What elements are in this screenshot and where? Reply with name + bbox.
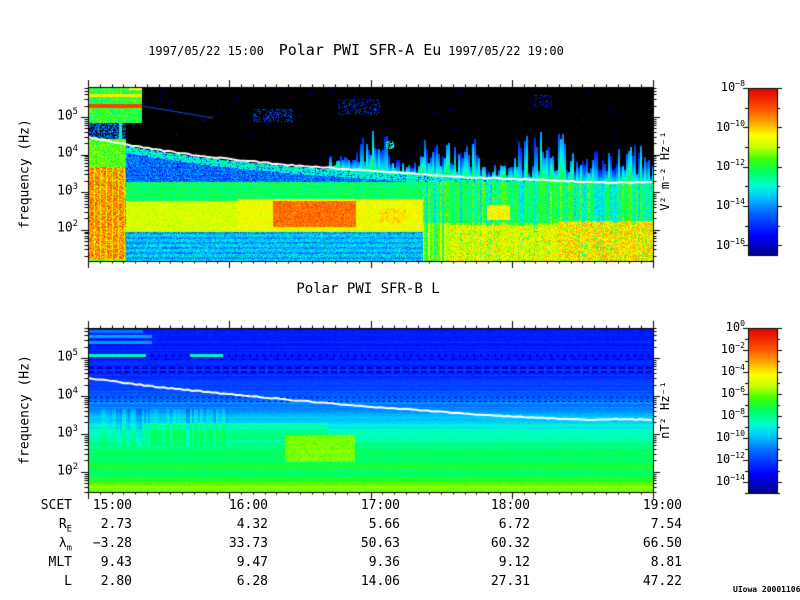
row-label: λm: [58, 536, 72, 554]
cell: 18:00: [490, 498, 530, 513]
page-title: Polar PWI SFR-A Eu: [278, 41, 442, 59]
cell: 9.12: [498, 555, 530, 570]
cell: 50.63: [360, 536, 400, 551]
tick-label: 105: [57, 348, 78, 365]
row-label: MLT: [48, 555, 72, 570]
cell: 27.31: [490, 574, 530, 589]
tick-label: 102: [57, 462, 78, 479]
row-label: L: [64, 574, 72, 589]
table-row: λm −3.28 33.73 50.63 60.32 66.50: [0, 534, 800, 554]
tick-label: 104: [57, 386, 78, 403]
cell: 19:00: [642, 498, 682, 513]
cell: 16:00: [228, 498, 268, 513]
panel-b-title: Polar PWI SFR-B L: [296, 281, 440, 297]
tick-label: 10−6: [720, 384, 745, 400]
table-row: L 2.80 6.28 14.06 27.31 47.22: [0, 572, 800, 591]
tick-label: 10−4: [720, 362, 745, 378]
tick-label: 10−16: [715, 236, 745, 252]
colorbar-unit-sfr-a: V² m⁻² Hz⁻¹: [658, 131, 672, 211]
row-label: RE: [58, 517, 72, 535]
start-time-label: 1997/05/22 15:00: [148, 44, 264, 58]
cell: 9.36: [368, 555, 400, 570]
tick-label: 10−10: [715, 118, 745, 134]
tick-label: 10−12: [715, 450, 745, 466]
tick-label: 103: [57, 424, 78, 441]
cell: 7.54: [650, 517, 682, 532]
credit-label: UIowa 20001106: [733, 585, 800, 594]
cell: 14.06: [360, 574, 400, 589]
cell: 6.28: [236, 574, 268, 589]
cell: 33.73: [228, 536, 268, 551]
cell: 17:00: [360, 498, 400, 513]
y-axis-label-sfr-a: frequency (Hz): [17, 119, 33, 229]
cell: 9.43: [100, 555, 132, 570]
cell: 2.73: [100, 517, 132, 532]
tick-label: 10−12: [715, 157, 745, 173]
tick-label: 100: [725, 318, 745, 334]
tick-label: 10−14: [715, 196, 745, 212]
colorbar-unit-sfr-b: nT² Hz⁻¹: [658, 381, 672, 439]
table-row: SCET 15:00 16:00 17:00 18:00 19:00: [0, 496, 800, 515]
end-time-label: 1997/05/22 19:00: [448, 44, 564, 58]
cell: 47.22: [642, 574, 682, 589]
y-axis-label-sfr-b: frequency (Hz): [17, 355, 33, 465]
cell: 60.32: [490, 536, 530, 551]
tick-label: 10−8: [720, 406, 745, 422]
cell: 4.32: [236, 517, 268, 532]
tick-label: 10−14: [715, 472, 745, 488]
cell: 5.66: [368, 517, 400, 532]
tick-label: 103: [57, 182, 78, 199]
tick-label: 104: [57, 144, 78, 161]
cell: 9.47: [236, 555, 268, 570]
cell: −3.28: [92, 536, 132, 551]
tick-label: 10−8: [720, 78, 745, 94]
row-label: SCET: [40, 498, 72, 513]
cell: 66.50: [642, 536, 682, 551]
cell: 15:00: [92, 498, 132, 513]
table-row: MLT 9.43 9.47 9.36 9.12 8.81: [0, 553, 800, 572]
tick-label: 105: [57, 107, 78, 124]
tick-label: 102: [57, 219, 78, 236]
cell: 2.80: [100, 574, 132, 589]
tick-label: 10−2: [720, 340, 745, 356]
table-row: RE 2.73 4.32 5.66 6.72 7.54: [0, 515, 800, 535]
tick-label: 10−10: [715, 428, 745, 444]
cell: 8.81: [650, 555, 682, 570]
cell: 6.72: [498, 517, 530, 532]
